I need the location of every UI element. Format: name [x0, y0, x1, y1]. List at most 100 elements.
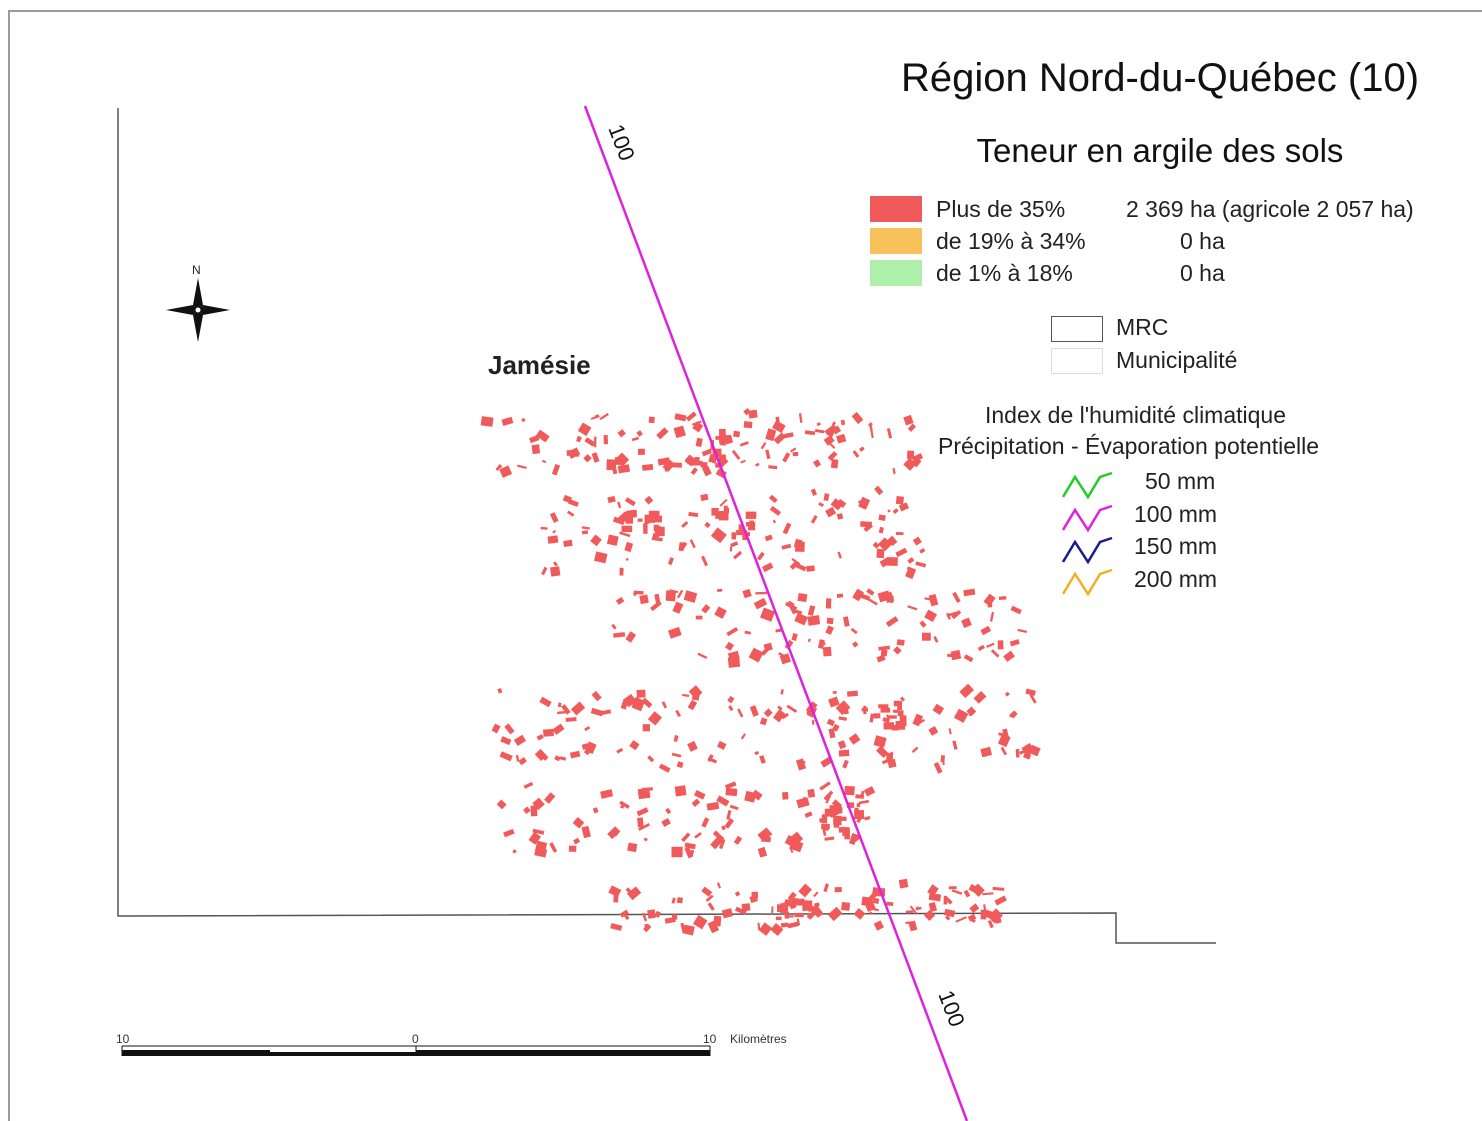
legend-label-municipalite: Municipalité	[1116, 347, 1238, 373]
clay-patch	[861, 707, 868, 712]
clay-patch	[852, 641, 859, 648]
humidity-label-100: 100 mm	[1134, 501, 1218, 527]
map-subtitle: Teneur en argile des sols	[976, 132, 1344, 169]
clay-patch	[987, 920, 994, 929]
clay-patch	[689, 539, 696, 549]
clay-patch	[702, 465, 712, 477]
legend-row-clay-high: Plus de 35% 2 369 ha (agricole 2 057 ha)	[870, 196, 1470, 224]
clay-patch	[581, 530, 589, 535]
clay-patch	[668, 626, 682, 639]
clay-patch	[713, 915, 722, 927]
clay-patch	[907, 423, 916, 432]
clay-patch	[619, 531, 631, 538]
clay-patch	[749, 894, 759, 904]
clay-patch	[844, 828, 850, 840]
swatch-clay-low	[870, 260, 922, 286]
clay-patch	[878, 704, 889, 709]
clay-patch	[912, 713, 924, 727]
clay-patch	[1003, 650, 1015, 662]
clay-patch	[955, 916, 967, 923]
clay-patch	[639, 594, 649, 605]
clay-patch	[761, 562, 774, 573]
clay-patch	[755, 591, 767, 595]
clay-patch	[867, 422, 873, 428]
clay-patch	[643, 523, 648, 534]
clay-patch	[617, 501, 622, 509]
clay-patch	[636, 430, 643, 437]
clay-patch	[740, 733, 746, 740]
clay-patch	[911, 453, 924, 463]
clay-patch	[777, 904, 784, 913]
clay-patch	[784, 911, 789, 919]
clay-patch	[813, 459, 822, 468]
legend-label-clay-high: Plus de 35%	[936, 196, 1066, 222]
clay-patch	[898, 502, 910, 512]
clay-patch	[615, 596, 625, 605]
zigzag-200mm-icon	[1061, 568, 1113, 597]
clay-patch	[963, 588, 976, 597]
clay-patch	[980, 909, 987, 920]
clay-patch	[607, 495, 616, 504]
clay-patch	[804, 811, 813, 818]
clay-patch	[504, 723, 515, 735]
clay-patch	[804, 430, 816, 436]
clay-patch	[899, 715, 907, 727]
clay-patch	[775, 416, 781, 428]
clay-patch	[765, 449, 771, 460]
clay-patch	[528, 832, 541, 845]
clay-patch	[836, 513, 844, 520]
clay-patch	[852, 450, 860, 458]
legend-label-clay-mid: de 19% à 34%	[936, 228, 1086, 254]
clay-patch	[563, 539, 573, 547]
clay-patch	[568, 845, 577, 852]
clay-patch	[754, 750, 760, 756]
clay-patch	[836, 593, 844, 598]
clay-patch	[673, 425, 686, 439]
humidity-label-150: 150 mm	[1134, 533, 1218, 559]
legend-area-clay-high: 2 369 ha (agricole 2 057 ha)	[1126, 196, 1414, 222]
clay-patch	[866, 588, 875, 596]
clay-patch	[852, 588, 865, 602]
clay-patch	[665, 590, 676, 602]
clay-patch	[601, 709, 612, 716]
clay-patch	[743, 407, 751, 416]
clay-patch	[716, 882, 722, 889]
clay-patch	[710, 837, 723, 850]
map-title: Région Nord-du-Québec (10)	[900, 56, 1420, 100]
clay-patch	[676, 589, 684, 599]
clay-patch	[943, 895, 948, 905]
clay-patch	[832, 691, 837, 694]
clay-patch	[928, 901, 938, 913]
clay-patch	[900, 696, 905, 702]
clay-patch	[641, 787, 653, 792]
clay-patch	[557, 710, 567, 715]
clay-patch	[541, 566, 548, 576]
region-label: Jamésie	[488, 350, 591, 380]
clay-patch	[787, 891, 797, 902]
clay-patch	[952, 740, 958, 750]
clay-patch	[611, 463, 618, 475]
clay-patch	[952, 591, 961, 603]
clay-patch	[827, 451, 838, 461]
clay-patch	[612, 516, 626, 526]
clay-patch	[733, 430, 741, 438]
clay-patch	[919, 548, 926, 554]
clay-patch	[719, 498, 728, 507]
clay-patch	[684, 846, 694, 859]
clay-patch	[963, 654, 974, 663]
clay-patch	[796, 918, 801, 926]
clay-patch	[846, 802, 855, 808]
clay-patch	[613, 632, 626, 638]
scale-unit: Kilomètres	[730, 1032, 787, 1046]
clay-patch	[611, 623, 617, 630]
clay-patch	[749, 705, 759, 717]
clay-patch	[928, 726, 939, 736]
clay-patch	[789, 839, 804, 853]
clay-patch	[854, 807, 859, 817]
clay-patch	[922, 632, 931, 641]
clay-patch	[590, 707, 604, 717]
clay-patch	[843, 709, 849, 715]
clay-patch	[673, 735, 679, 742]
clay-patch	[757, 922, 761, 931]
clay-patch	[648, 416, 655, 424]
